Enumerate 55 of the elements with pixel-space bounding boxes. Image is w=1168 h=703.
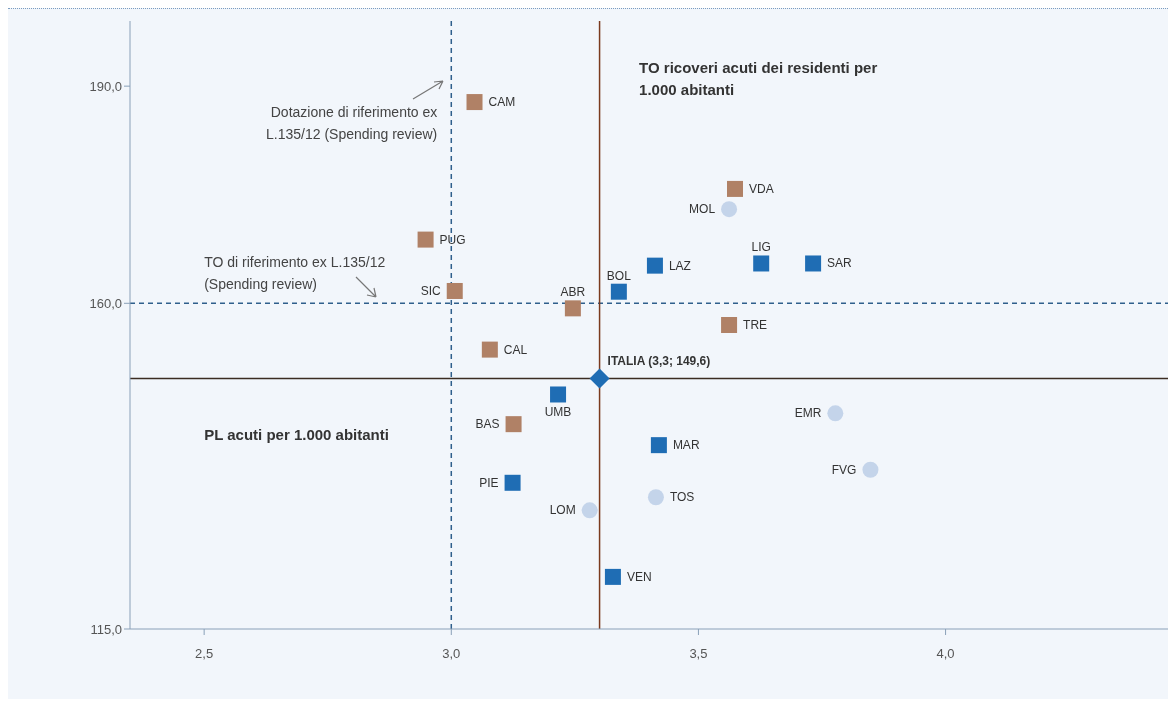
point <box>727 180 744 197</box>
annotation: ITALIA (3,3; 149,6) <box>607 353 711 368</box>
annotation: SIC <box>420 283 442 298</box>
annotation: VEN <box>626 569 652 584</box>
x-tick-label: 4,0 <box>936 646 955 662</box>
ref-line-label: TO di riferimento ex L.135/12 (Spending review) <box>204 253 387 295</box>
point <box>805 255 822 272</box>
annotation: VDA <box>749 181 774 196</box>
annotation: MAR <box>672 438 700 453</box>
ref-line-label: Dotazione di riferimento ex L.135/12 (Spending review) <box>265 102 438 144</box>
x-tick-label: 3,0 <box>442 646 461 662</box>
annotation: TOS <box>669 490 695 505</box>
point <box>466 94 483 111</box>
annotation: LAZ <box>668 258 691 273</box>
y-tick-label: 115,0 <box>90 621 122 637</box>
point <box>646 257 663 274</box>
point <box>721 317 738 333</box>
point <box>862 461 879 478</box>
y-tick-label: 160,0 <box>89 295 122 311</box>
annotation: UMB <box>544 405 572 420</box>
point <box>550 386 567 403</box>
annotation: LIG <box>751 240 771 255</box>
annotation: EMR <box>794 406 822 421</box>
point <box>721 201 738 218</box>
x-tick-label: 3,5 <box>689 646 708 662</box>
point <box>505 416 522 433</box>
point <box>446 282 463 299</box>
point <box>647 489 664 506</box>
y-axis-title: TO ricoveri acuti dei residenti per 1.000 abitanti <box>639 58 879 101</box>
point <box>650 437 667 454</box>
point <box>589 368 610 389</box>
point <box>581 502 598 519</box>
y-tick-label: 190,0 <box>89 78 122 94</box>
point <box>564 300 581 317</box>
annotation: CAL <box>503 342 528 357</box>
point <box>610 283 627 300</box>
annotation: MOL <box>689 202 716 217</box>
x-axis-title: PL acuti per 1.000 abitanti <box>204 426 389 444</box>
point <box>753 255 770 272</box>
point <box>481 341 498 358</box>
point <box>504 474 521 491</box>
point <box>604 568 621 585</box>
annotation: LOM <box>549 503 576 518</box>
annotation: PIE <box>479 475 499 490</box>
annotation: TRE <box>743 318 768 332</box>
annotation: BOL <box>606 268 632 283</box>
annotation: SAR <box>827 256 853 271</box>
annotation: PUG <box>439 232 466 247</box>
annotation: FVG <box>831 462 857 477</box>
x-tick-label: 2,5 <box>195 646 214 662</box>
annotation: BAS <box>475 417 500 432</box>
point <box>827 405 844 422</box>
annotation: ABR <box>560 285 586 300</box>
annotation: CAM <box>488 95 516 110</box>
point <box>417 231 434 248</box>
